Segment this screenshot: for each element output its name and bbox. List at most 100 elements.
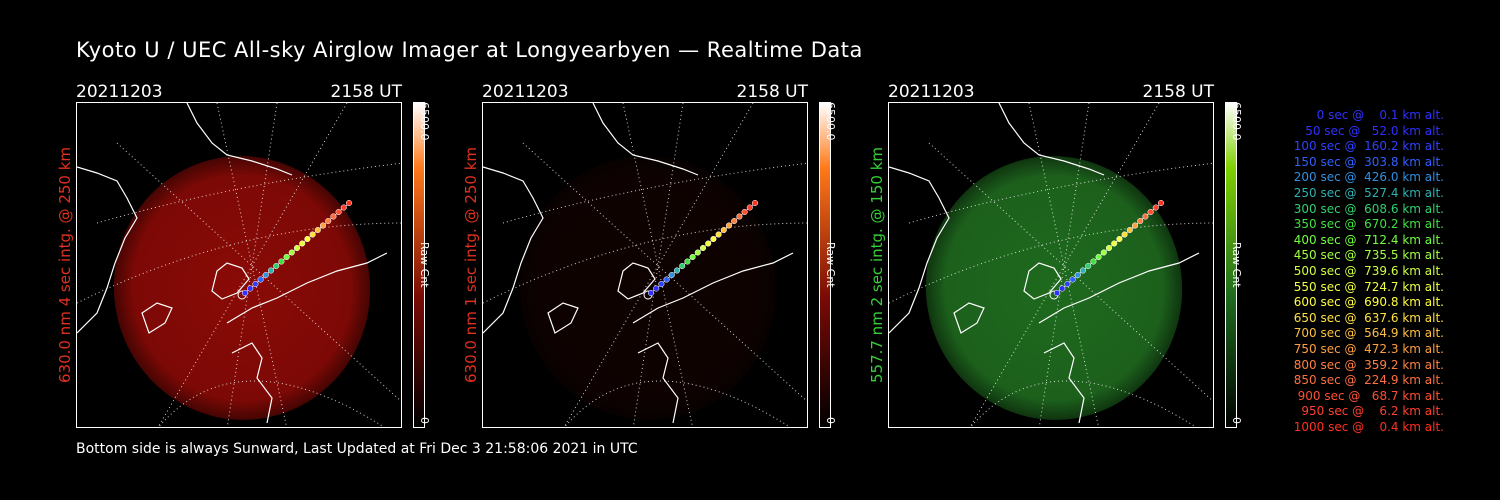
legend-entry: 550 sec @ 724.7 km alt. bbox=[1289, 279, 1444, 294]
imager-panel: 20211203 2158 UT 630.0 nm 4 sec intg. @ … bbox=[56, 82, 466, 428]
trajectory-point bbox=[340, 204, 347, 211]
colorbar-unit-label: Raw Cnt bbox=[1230, 242, 1243, 288]
trajectory-point bbox=[1147, 208, 1154, 216]
legend-entry: 50 sec @ 52.0 km alt. bbox=[1297, 123, 1444, 138]
trajectory-point bbox=[267, 267, 275, 274]
airglow-field bbox=[519, 156, 777, 420]
trajectory-point bbox=[1079, 267, 1087, 274]
trajectory-point bbox=[1059, 285, 1066, 292]
legend-entry: 350 sec @ 670.2 km alt. bbox=[1289, 217, 1444, 232]
trajectory-point bbox=[673, 267, 681, 274]
coastlines bbox=[483, 103, 794, 424]
colorbar-min-label: 0 bbox=[1230, 417, 1243, 424]
trajectory-point bbox=[668, 271, 675, 279]
trajectory-point bbox=[345, 199, 353, 207]
panel-date: 20211203 bbox=[482, 82, 569, 102]
trajectory-point bbox=[1137, 217, 1144, 225]
trajectory-point bbox=[330, 213, 337, 220]
legend-entry: 1000 sec @ 0.4 km alt. bbox=[1293, 419, 1444, 434]
coastlines bbox=[77, 103, 388, 424]
trajectory-point bbox=[1069, 276, 1076, 283]
trajectory-point bbox=[1053, 289, 1061, 297]
geographic-grid bbox=[483, 103, 807, 427]
trajectory-point bbox=[262, 271, 269, 279]
trajectory-point bbox=[1126, 226, 1133, 234]
trajectory-point bbox=[658, 280, 665, 288]
legend-entry: 300 sec @ 608.6 km alt. bbox=[1289, 201, 1444, 216]
coastlines bbox=[889, 103, 1200, 424]
colorbar bbox=[1225, 102, 1237, 428]
airglow-field bbox=[925, 156, 1183, 420]
trajectory-point bbox=[751, 199, 759, 207]
geographic-grid bbox=[889, 103, 1213, 427]
trajectory-point bbox=[1064, 280, 1071, 288]
legend-entry: 800 sec @ 359.2 km alt. bbox=[1289, 357, 1444, 372]
panel-wavelength-label: 630.0 nm 4 sec intg. @ 250 km bbox=[56, 146, 74, 384]
trajectory-point bbox=[1116, 235, 1123, 243]
trajectory-point bbox=[304, 235, 311, 243]
trajectory-point bbox=[325, 217, 332, 225]
imager-panel: 20211203 2158 UT 557.7 nm 2 sec intg. @ … bbox=[868, 82, 1278, 428]
colorbar-max-label: 6500.0 bbox=[1230, 102, 1243, 141]
trajectory-point bbox=[1095, 253, 1102, 261]
trajectory-point bbox=[257, 276, 264, 283]
colorbar bbox=[819, 102, 831, 428]
colorbar-min-label: 0 bbox=[824, 417, 837, 424]
trajectory-point bbox=[273, 262, 280, 270]
trajectory-point bbox=[741, 208, 748, 216]
trajectory-point bbox=[309, 231, 316, 238]
legend-entry: 500 sec @ 739.6 km alt. bbox=[1289, 263, 1444, 278]
trajectory-point bbox=[653, 285, 660, 292]
trajectory-point bbox=[725, 222, 733, 229]
trajectory-point bbox=[736, 213, 743, 220]
trajectory-point bbox=[699, 244, 707, 252]
colorbar-unit-label: Raw Cnt bbox=[418, 242, 431, 288]
legend-entry: 200 sec @ 426.0 km alt. bbox=[1289, 170, 1444, 185]
trajectory-point bbox=[1131, 222, 1139, 229]
trajectory-point bbox=[1085, 262, 1092, 270]
panel-wavelength-label: 557.7 nm 2 sec intg. @ 150 km bbox=[868, 146, 886, 384]
trajectory-point bbox=[715, 231, 722, 238]
legend-entry: 700 sec @ 564.9 km alt. bbox=[1289, 326, 1444, 341]
colorbar-max-label: 6500.0 bbox=[824, 102, 837, 141]
panel-time: 2158 UT bbox=[736, 82, 809, 102]
trajectory-point bbox=[720, 226, 727, 234]
trajectory-point bbox=[1100, 249, 1107, 256]
trajectory-point bbox=[647, 289, 655, 297]
trajectory-point bbox=[288, 249, 295, 256]
colorbar-unit-label: Raw Cnt bbox=[824, 242, 837, 288]
all-sky-image bbox=[888, 102, 1214, 428]
trajectory-point bbox=[314, 226, 321, 234]
airglow-field bbox=[113, 156, 371, 420]
legend-entry: 600 sec @ 690.8 km alt. bbox=[1289, 295, 1444, 310]
all-sky-image bbox=[482, 102, 808, 428]
colorbar-max-label: 6500.0 bbox=[418, 102, 431, 141]
last-updated-note: Bottom side is always Sunward, Last Upda… bbox=[76, 441, 638, 457]
trajectory-point bbox=[1105, 244, 1113, 252]
trajectory-point bbox=[710, 235, 717, 243]
legend-entry: 150 sec @ 303.8 km alt. bbox=[1289, 154, 1444, 169]
trajectory-point bbox=[241, 289, 249, 297]
colorbar bbox=[413, 102, 425, 428]
imager-panel: 20211203 2158 UT 630.0 nm 1 sec intg. @ … bbox=[462, 82, 872, 428]
panel-date: 20211203 bbox=[888, 82, 975, 102]
trajectory-point bbox=[1074, 271, 1081, 279]
geographic-grid bbox=[77, 103, 401, 427]
trajectory-point bbox=[247, 285, 254, 292]
legend-entry: 850 sec @ 224.9 km alt. bbox=[1289, 373, 1444, 388]
legend-entry: 750 sec @ 472.3 km alt. bbox=[1289, 341, 1444, 356]
trajectory-point bbox=[705, 240, 712, 247]
trajectory-point bbox=[684, 258, 691, 265]
panel-date: 20211203 bbox=[76, 82, 163, 102]
trajectory-point bbox=[731, 217, 738, 225]
legend-entry: 250 sec @ 527.4 km alt. bbox=[1289, 185, 1444, 200]
legend-entry: 100 sec @ 160.2 km alt. bbox=[1289, 139, 1444, 154]
legend-entry: 400 sec @ 712.4 km alt. bbox=[1289, 232, 1444, 247]
trajectory-point bbox=[299, 240, 306, 247]
trajectory-point bbox=[1111, 240, 1118, 247]
trajectory-point bbox=[319, 222, 327, 229]
trajectory-point bbox=[689, 253, 696, 261]
legend-entry: 650 sec @ 637.6 km alt. bbox=[1289, 310, 1444, 325]
trajectory-point bbox=[1157, 199, 1165, 207]
panel-wavelength-label: 630.0 nm 1 sec intg. @ 250 km bbox=[462, 146, 480, 384]
